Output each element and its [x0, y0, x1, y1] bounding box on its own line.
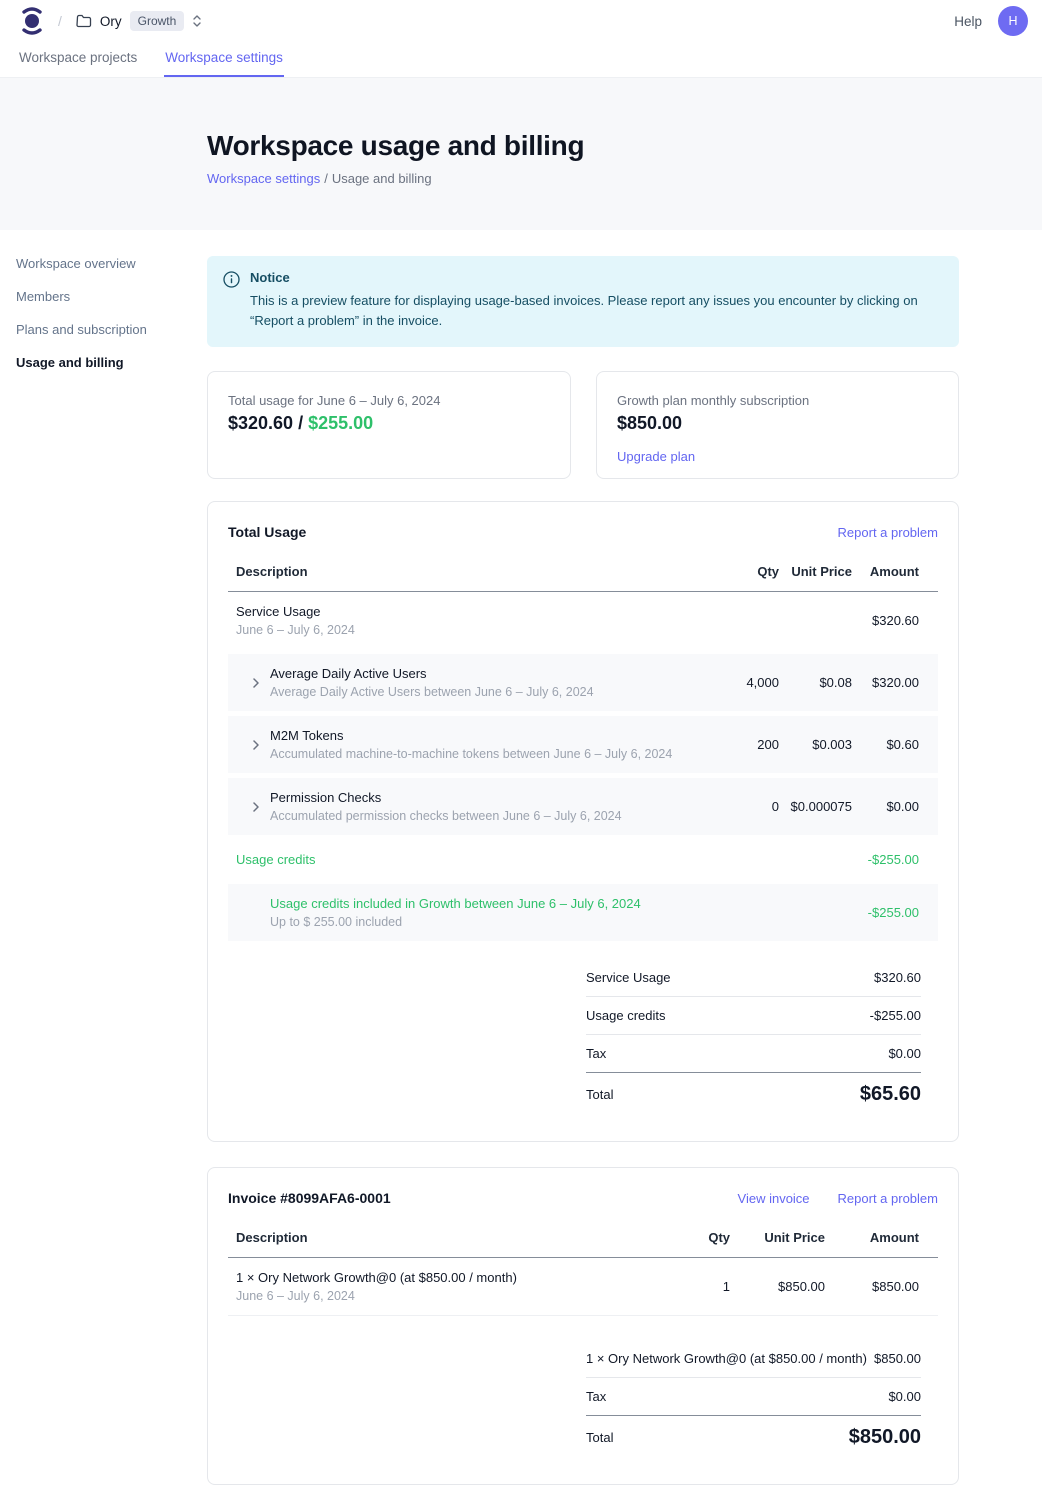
tab-workspace-projects[interactable]: Workspace projects — [19, 50, 138, 65]
chevron-right-icon[interactable] — [252, 739, 260, 751]
upgrade-plan-link[interactable]: Upgrade plan — [617, 449, 696, 465]
folder-icon — [76, 14, 92, 28]
summary-row-service-usage: Service Usage $320.60 — [586, 959, 921, 998]
invoice-row-growth-plan: 1 × Ory Network Growth@0 (at $850.00 / m… — [228, 1258, 938, 1317]
workspace-switcher[interactable]: Ory Growth — [76, 11, 202, 31]
workspace-name: Ory — [99, 13, 122, 29]
breadcrumb-workspace-settings-link[interactable]: Workspace settings — [207, 171, 321, 186]
invoice-title: Invoice #8099AFA6-0001 — [228, 1190, 391, 1207]
usage-row-credits-included: Usage credits included in Growth between… — [228, 884, 938, 942]
chevron-updown-icon — [192, 14, 202, 28]
usage-period-label: Total usage for June 6 – July 6, 2024 — [228, 393, 441, 409]
page-title: Workspace usage and billing — [207, 130, 585, 161]
breadcrumb-separator: / — [324, 171, 328, 186]
view-invoice-link[interactable]: View invoice — [737, 1190, 810, 1206]
report-problem-link-usage[interactable]: Report a problem — [837, 524, 938, 540]
summary-row-tax: Tax $0.00 — [586, 1035, 921, 1074]
usage-table-header: Description Qty Unit Price Amount — [228, 554, 938, 593]
usage-amount: $320.60 / $255.00 — [228, 413, 374, 434]
sidebar-item-usage-and-billing[interactable]: Usage and billing — [16, 355, 124, 370]
usage-credit-amount: $255.00 — [308, 413, 374, 434]
settings-sidebar: Workspace overview Members Plans and sub… — [0, 230, 207, 1501]
breadcrumb: Workspace settings / Usage and billing — [207, 171, 1042, 186]
report-problem-link-invoice[interactable]: Report a problem — [837, 1190, 938, 1206]
usage-summary: Service Usage $320.60 Usage credits -$25… — [586, 959, 921, 1117]
plan-subscription-card: Growth plan monthly subscription $850.00… — [596, 371, 959, 480]
sidebar-item-plans-and-subscription[interactable]: Plans and subscription — [16, 322, 147, 337]
sidebar-item-members[interactable]: Members — [16, 289, 71, 304]
breadcrumb-slash: / — [58, 13, 62, 29]
sidebar-item-workspace-overview[interactable]: Workspace overview — [16, 256, 136, 271]
breadcrumb-current: Usage and billing — [331, 171, 432, 186]
help-link[interactable]: Help — [954, 13, 982, 29]
plan-label: Growth plan monthly subscription — [617, 393, 810, 409]
invoice-table-header: Description Qty Unit Price Amount — [228, 1220, 938, 1259]
invoice-summary-row-total: Total $850.00 — [586, 1426, 921, 1449]
plan-badge: Growth — [129, 11, 185, 31]
usage-row-daily-active-users[interactable]: Average Daily Active Users Average Daily… — [228, 654, 938, 712]
page-header: Workspace usage and billing Workspace se… — [0, 78, 1042, 230]
tab-workspace-settings[interactable]: Workspace settings — [164, 42, 284, 77]
preview-notice: Notice This is a preview feature for dis… — [207, 256, 959, 348]
invoice-summary-row-tax: Tax $0.00 — [586, 1378, 921, 1417]
usage-row-m2m-tokens[interactable]: M2M Tokens Accumulated machine-to-machin… — [228, 716, 938, 774]
user-avatar[interactable]: H — [998, 6, 1028, 36]
notice-body: This is a preview feature for displaying… — [250, 293, 918, 329]
info-icon — [223, 271, 240, 331]
notice-title: Notice — [250, 270, 290, 285]
usage-row-usage-credits: Usage credits -$255.00 — [236, 852, 919, 868]
usage-row-permission-checks[interactable]: Permission Checks Accumulated permission… — [228, 778, 938, 836]
invoice-summary-row-plan: 1 × Ory Network Growth@0 (at $850.00 / m… — [586, 1340, 921, 1379]
total-usage-card: Total Usage Report a problem Description… — [207, 501, 959, 1143]
total-usage-summary-card: Total usage for June 6 – July 6, 2024 $3… — [207, 371, 571, 480]
plan-amount: $850.00 — [617, 413, 683, 434]
total-usage-title: Total Usage — [228, 524, 307, 541]
invoice-summary: 1 × Ory Network Growth@0 (at $850.00 / m… — [586, 1340, 921, 1460]
chevron-right-icon[interactable] — [252, 801, 260, 813]
invoice-card: Invoice #8099AFA6-0001 View invoice Repo… — [207, 1167, 959, 1486]
chevron-right-icon[interactable] — [252, 677, 260, 689]
summary-row-total: Total $65.60 — [586, 1083, 921, 1106]
workspace-tabs: Workspace projects Workspace settings — [0, 42, 1042, 78]
ory-logo-icon[interactable] — [20, 7, 44, 35]
summary-row-usage-credits: Usage credits -$255.00 — [586, 997, 921, 1036]
usage-row-service-usage: Service Usage June 6 – July 6, 2024 $320… — [236, 604, 919, 638]
top-bar: / Ory Growth Help H — [0, 0, 1042, 42]
